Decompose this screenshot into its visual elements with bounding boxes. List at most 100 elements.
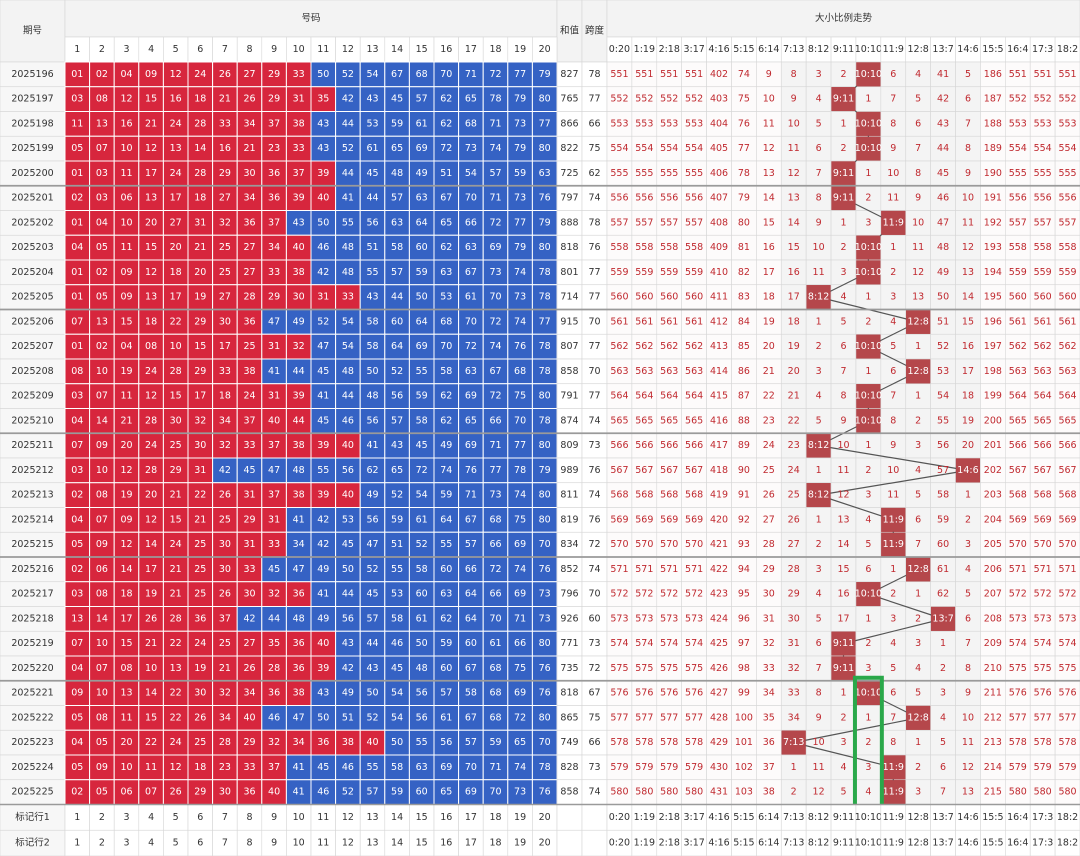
trend-cell — [631, 383, 658, 409]
number-cell — [359, 680, 386, 706]
trend-omission: 1 — [915, 589, 921, 600]
number: 44 — [342, 168, 354, 179]
number: 20 — [170, 242, 182, 253]
number: 13 — [145, 193, 157, 204]
trend-omission: 560 — [1058, 292, 1076, 303]
trend-cell — [756, 61, 782, 88]
number: 10 — [145, 663, 157, 674]
trend-omission: 570 — [1058, 539, 1076, 550]
number: 76 — [539, 193, 551, 204]
number-cell — [335, 556, 361, 583]
trend-omission: 188 — [984, 118, 1002, 129]
number: 33 — [342, 292, 354, 303]
footer-cell — [805, 829, 832, 856]
trend-cell — [731, 630, 757, 657]
trend-cell — [980, 111, 1006, 137]
trend-cell — [731, 234, 757, 261]
trend-omission: 5 — [915, 94, 921, 105]
footer-cell — [656, 829, 682, 856]
number: 17 — [170, 193, 182, 204]
number: 09 — [71, 688, 83, 699]
number: 51 — [342, 712, 354, 723]
trend-cell — [1005, 358, 1031, 385]
trend-cell — [631, 507, 658, 533]
trend-cell — [855, 606, 882, 632]
footer-number: 5 — [173, 812, 179, 823]
trend-cell — [1005, 779, 1031, 805]
number-cell — [335, 111, 361, 137]
number: 45 — [391, 94, 403, 105]
number: 55 — [342, 217, 354, 228]
trend-omission: 10 — [763, 94, 775, 105]
number: 77 — [514, 69, 526, 80]
trend-hit: 10:10 — [855, 267, 882, 278]
footer-number: 6 — [197, 838, 203, 849]
trend-omission: 1 — [915, 341, 921, 352]
trend-omission: 431 — [710, 787, 728, 798]
trend-cell — [731, 383, 757, 409]
number: 67 — [440, 193, 452, 204]
number-cell — [212, 234, 238, 261]
trend-hit-cell — [931, 607, 956, 631]
number: 06 — [96, 564, 108, 575]
trend-cell — [606, 210, 633, 236]
number-cell — [482, 309, 509, 335]
span: 60 — [588, 613, 600, 624]
number: 18 — [170, 267, 182, 278]
footer-cell — [581, 829, 608, 856]
trend-hit-cell — [881, 532, 906, 557]
number: 45 — [317, 762, 329, 773]
trend-cell — [631, 408, 658, 434]
number-cell — [458, 680, 484, 706]
number-cell — [335, 655, 361, 682]
number: 18 — [145, 316, 157, 327]
number-cell — [310, 581, 337, 607]
trend-hit: 11:9 — [883, 762, 904, 773]
number: 67 — [465, 663, 477, 674]
sum: 888 — [560, 217, 578, 228]
number: 05 — [96, 292, 108, 303]
trend-cell — [955, 408, 981, 434]
trend-omission: 562 — [610, 341, 628, 352]
trend-omission: 3 — [865, 490, 871, 501]
footer-number: 19 — [514, 812, 526, 823]
trend-omission: 9 — [890, 440, 896, 451]
trend-omission: 12 — [813, 787, 825, 798]
number: 18 — [194, 762, 206, 773]
number: 32 — [219, 440, 231, 451]
trend-cell — [1029, 333, 1056, 360]
trend-cell — [606, 507, 633, 533]
trend-cell — [1029, 705, 1056, 731]
trend-omission: 572 — [635, 589, 653, 600]
trend-omission: 557 — [610, 217, 628, 228]
number: 02 — [71, 193, 83, 204]
ratio-column-header: 2:18 — [659, 44, 680, 55]
number-cell — [187, 111, 214, 137]
trend-cell — [780, 234, 807, 261]
span-cell — [581, 333, 608, 360]
trend-omission: 201 — [984, 440, 1002, 451]
number-cell — [261, 333, 287, 360]
trend-hit-cell — [906, 557, 931, 582]
header-period: 期号 — [23, 26, 42, 37]
trend-hit: 10:10 — [855, 415, 882, 426]
number-cell — [408, 630, 435, 657]
footer-cell — [236, 804, 263, 831]
trend-omission: 4 — [865, 787, 871, 798]
trend-cell — [606, 432, 633, 459]
span: 74 — [588, 564, 600, 575]
number-cell — [458, 482, 484, 508]
trend-omission: 81 — [738, 242, 750, 253]
trend-omission: 48 — [937, 242, 949, 253]
trend-omission: 24 — [763, 440, 775, 451]
footer-ratio: 16:4 — [1007, 812, 1028, 823]
number-cell — [236, 210, 263, 236]
number-cell — [138, 86, 164, 112]
trend-omission: 579 — [1058, 762, 1076, 773]
trend-omission: 2 — [865, 465, 871, 476]
number: 16 — [120, 118, 132, 129]
number: 37 — [219, 613, 231, 624]
number: 22 — [145, 737, 157, 748]
trend-omission: 43 — [937, 118, 949, 129]
number: 26 — [145, 613, 157, 624]
